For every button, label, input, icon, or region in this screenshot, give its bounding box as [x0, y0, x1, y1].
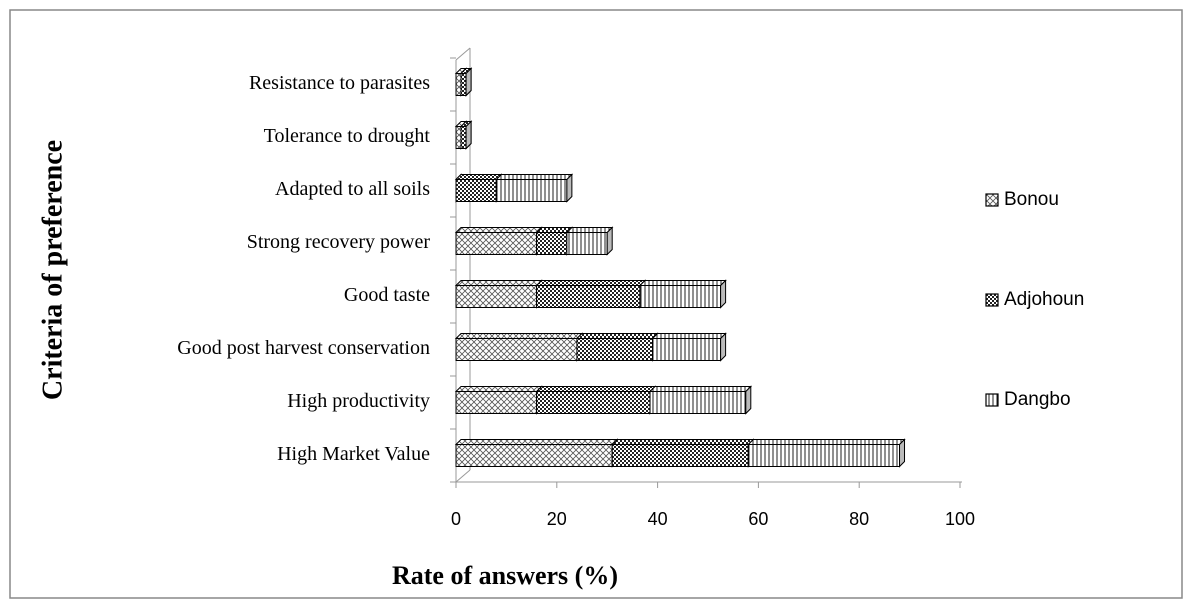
- bar-top: [648, 386, 753, 392]
- bar-segment: [455, 338, 578, 361]
- bar-segment: [649, 391, 747, 414]
- x-tick-label: 20: [547, 509, 567, 529]
- bar-top: [611, 439, 755, 445]
- legend-swatch: [985, 193, 999, 207]
- bar-top: [454, 439, 619, 445]
- bar-side: [720, 279, 727, 309]
- bar-top: [535, 280, 647, 286]
- bar-top: [535, 386, 657, 392]
- bar-side: [720, 332, 727, 362]
- bar-segment: [536, 232, 568, 255]
- bar-top: [454, 227, 543, 233]
- bar-segment: [536, 391, 651, 414]
- bar-top: [535, 227, 574, 233]
- y-tick-label: Tolerance to drought: [264, 125, 431, 147]
- bar-top: [495, 174, 574, 180]
- bar-top: [454, 280, 543, 286]
- y-tick-label: Good post harvest conservation: [177, 337, 430, 359]
- bar-segment: [495, 179, 568, 202]
- bar-top: [747, 439, 906, 445]
- bar-segment: [455, 73, 462, 96]
- bar-segment: [455, 232, 538, 255]
- legend-label: Bonou: [1004, 189, 1059, 210]
- bar-segment: [460, 73, 467, 96]
- bar-segment: [747, 444, 901, 467]
- bar-top: [638, 280, 727, 286]
- bar-top: [454, 333, 584, 339]
- bar-side: [566, 173, 573, 203]
- bar-segment: [455, 391, 538, 414]
- y-tick-label: Strong recovery power: [247, 231, 431, 253]
- legend-swatch: [985, 393, 999, 407]
- bar-segment: [536, 285, 641, 308]
- bar-side: [465, 67, 472, 97]
- y-tick-label: Good taste: [344, 284, 430, 306]
- bar-segment: [455, 179, 497, 202]
- bar-segment: [639, 285, 722, 308]
- x-tick-label: 0: [451, 509, 461, 529]
- bar-top: [454, 386, 543, 392]
- bar-side: [606, 226, 613, 256]
- bar-segment: [460, 126, 467, 149]
- legend-label: Dangbo: [1004, 389, 1071, 410]
- y-tick-label: High Market Value: [277, 443, 430, 465]
- bar-segment: [576, 338, 654, 361]
- y-tick-label: Adapted to all soils: [275, 178, 430, 200]
- x-tick-label: 100: [945, 509, 975, 529]
- bar-segment: [652, 338, 722, 361]
- bar-side: [465, 120, 472, 150]
- x-tick-label: 60: [748, 509, 768, 529]
- y-tick-label: Resistance to parasites: [249, 72, 430, 94]
- bar-segment: [455, 285, 538, 308]
- y-axis-title: Criteria of preference: [37, 140, 68, 400]
- x-axis-title: Rate of answers (%): [392, 561, 618, 590]
- bar-side: [899, 438, 906, 468]
- bar-top: [651, 333, 727, 339]
- x-tick-label: 80: [849, 509, 869, 529]
- bar-top: [575, 333, 659, 339]
- legend-label: Adjohoun: [1004, 289, 1084, 310]
- y-tick-label: High productivity: [287, 390, 430, 412]
- bar-segment: [566, 232, 608, 255]
- bar-top: [565, 227, 614, 233]
- bar-segment: [455, 126, 462, 149]
- bar-segment: [611, 444, 749, 467]
- bar-top: [454, 174, 503, 180]
- x-tick-label: 40: [648, 509, 668, 529]
- bar-segment: [455, 444, 613, 467]
- legend-swatch: [985, 293, 999, 307]
- bar-side: [745, 385, 752, 415]
